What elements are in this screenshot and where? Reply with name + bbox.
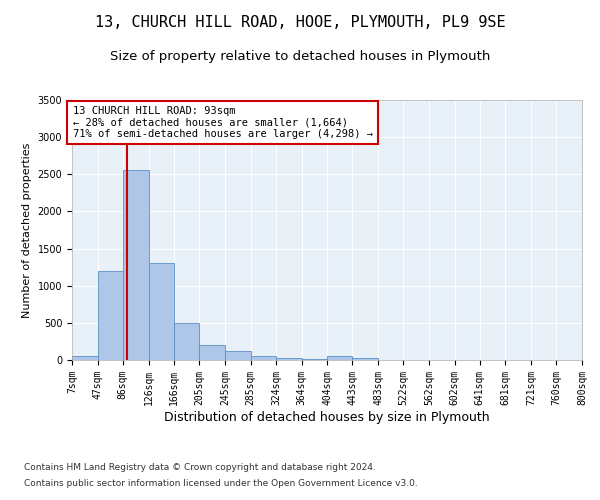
Bar bbox=[251, 356, 276, 360]
Text: 13, CHURCH HILL ROAD, HOOE, PLYMOUTH, PL9 9SE: 13, CHURCH HILL ROAD, HOOE, PLYMOUTH, PL… bbox=[95, 15, 505, 30]
Bar bbox=[276, 358, 302, 360]
Bar bbox=[328, 356, 352, 360]
Bar bbox=[352, 358, 378, 360]
Bar bbox=[123, 170, 149, 360]
Text: Contains public sector information licensed under the Open Government Licence v3: Contains public sector information licen… bbox=[24, 478, 418, 488]
Bar bbox=[174, 323, 199, 360]
Bar bbox=[98, 271, 123, 360]
Bar bbox=[302, 359, 328, 360]
Bar bbox=[225, 351, 251, 360]
Text: Size of property relative to detached houses in Plymouth: Size of property relative to detached ho… bbox=[110, 50, 490, 63]
Bar bbox=[72, 356, 98, 360]
X-axis label: Distribution of detached houses by size in Plymouth: Distribution of detached houses by size … bbox=[164, 410, 490, 424]
Y-axis label: Number of detached properties: Number of detached properties bbox=[22, 142, 32, 318]
Text: 13 CHURCH HILL ROAD: 93sqm
← 28% of detached houses are smaller (1,664)
71% of s: 13 CHURCH HILL ROAD: 93sqm ← 28% of deta… bbox=[73, 106, 373, 139]
Text: Contains HM Land Registry data © Crown copyright and database right 2024.: Contains HM Land Registry data © Crown c… bbox=[24, 464, 376, 472]
Bar bbox=[199, 345, 225, 360]
Bar bbox=[149, 264, 174, 360]
